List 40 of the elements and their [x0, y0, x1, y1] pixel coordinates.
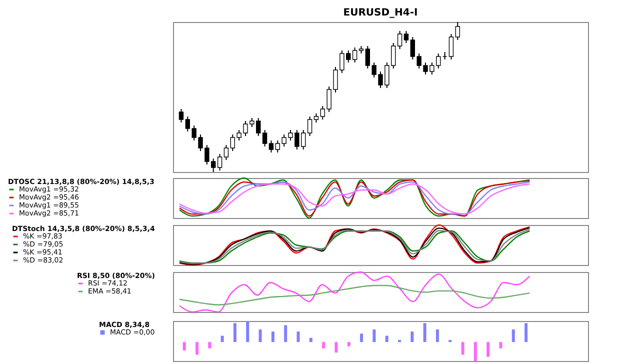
candlestick — [268, 140, 274, 153]
bar — [271, 332, 274, 342]
candlestick — [224, 144, 229, 160]
bar — [182, 342, 186, 350]
candlestick — [448, 34, 454, 60]
bar — [486, 342, 490, 357]
candlestick — [262, 130, 268, 147]
bar — [322, 342, 326, 348]
bar — [296, 332, 300, 342]
bar — [360, 334, 364, 342]
candlestick — [404, 30, 409, 44]
bar — [474, 342, 477, 361]
bar — [334, 342, 338, 353]
bar — [423, 323, 426, 342]
bar — [524, 323, 528, 342]
bar — [246, 321, 250, 342]
bar — [208, 342, 212, 348]
bar — [410, 332, 414, 342]
bar — [398, 340, 401, 342]
bar — [512, 329, 515, 342]
candlestick — [455, 22, 460, 40]
bar — [372, 329, 376, 342]
bar — [233, 323, 236, 342]
candlestick — [178, 108, 184, 123]
bar — [461, 342, 464, 355]
bar — [220, 336, 224, 342]
candlestick — [352, 47, 358, 63]
chart-title: EURUSD_H4-I — [343, 8, 418, 18]
bar — [284, 325, 288, 342]
bar — [448, 340, 452, 342]
bar — [258, 329, 262, 342]
bar — [499, 342, 502, 348]
candlestick — [397, 30, 402, 50]
bar — [347, 342, 350, 346]
candlestick — [307, 116, 312, 136]
bar — [436, 329, 439, 342]
bar — [385, 336, 388, 342]
candlestick — [217, 154, 222, 171]
bar — [309, 338, 312, 342]
bar — [195, 342, 198, 355]
